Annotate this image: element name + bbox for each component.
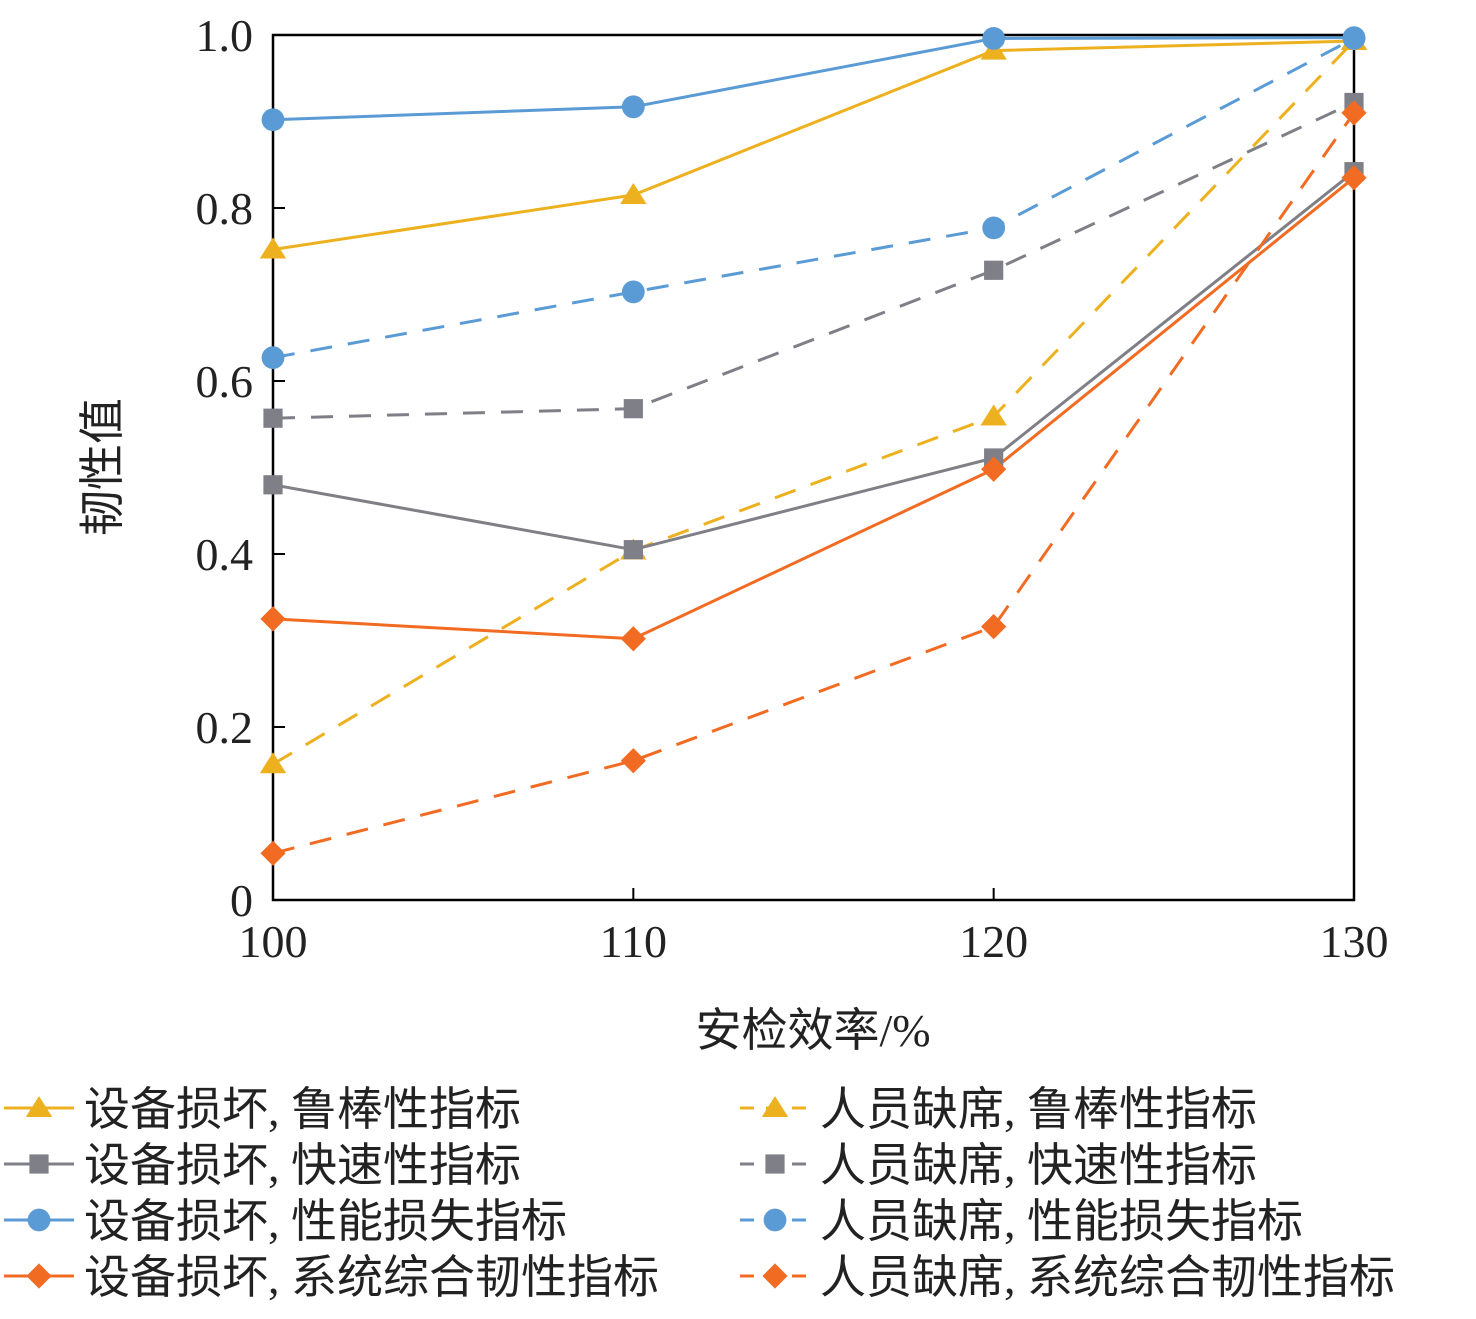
legend-label: 人员缺席, 系统综合韧性指标 — [820, 1252, 1395, 1303]
data-point — [260, 606, 286, 632]
x-tick-label: 110 — [600, 916, 667, 967]
tick-layer: 0 0.2 0.4 0.6 0.8 1.0 100 110 120 130 — [196, 10, 1389, 967]
data-point — [261, 346, 285, 370]
legend-swatch-marker — [762, 1263, 788, 1289]
data-point — [1342, 27, 1366, 50]
legend-label: 设备损坏, 系统综合韧性指标 — [84, 1252, 659, 1303]
legend-swatch-marker — [761, 1096, 789, 1117]
data-point — [623, 399, 643, 419]
y-tick-label: 0.2 — [196, 702, 254, 753]
legend-swatch-marker — [765, 1154, 785, 1174]
y-tick-label: 0.6 — [196, 356, 254, 407]
legend-label: 人员缺席, 性能损失指标 — [820, 1196, 1303, 1247]
x-tick-label: 100 — [239, 916, 308, 967]
data-point — [981, 614, 1007, 640]
legend-swatch-marker — [27, 1208, 51, 1232]
data-point — [1341, 165, 1367, 191]
x-tick-label: 120 — [959, 916, 1028, 967]
data-point — [620, 183, 647, 205]
legend-swatch-marker — [25, 1096, 53, 1117]
series-line — [272, 111, 1356, 855]
data-point — [263, 408, 283, 428]
y-tick-label: 0 — [230, 875, 253, 926]
x-tick-label: 130 — [1320, 916, 1389, 967]
data-point — [982, 27, 1006, 50]
data-point — [260, 840, 286, 866]
data-point — [980, 404, 1007, 426]
y-tick-label: 1.0 — [196, 10, 254, 61]
y-axis-label: 韧性值 — [77, 398, 128, 536]
plot-frame — [271, 33, 1356, 902]
series-line — [272, 101, 1355, 420]
x-axis-label: 安检效率/% — [695, 1005, 930, 1056]
legend-swatch-marker — [29, 1154, 49, 1174]
series-layer — [272, 36, 1356, 855]
data-point — [621, 280, 645, 304]
legend-label: 设备损坏, 快速性指标 — [84, 1140, 521, 1191]
legend-label: 设备损坏, 性能损失指标 — [84, 1196, 567, 1247]
legend-swatch-marker — [26, 1263, 52, 1289]
data-point — [261, 108, 285, 132]
data-point — [1341, 100, 1367, 126]
y-tick-label: 0.8 — [196, 183, 254, 234]
data-point — [984, 260, 1004, 280]
legend-label: 设备损坏, 鲁棒性指标 — [84, 1084, 521, 1135]
data-point — [620, 748, 646, 774]
series-line — [272, 36, 1355, 122]
series-line — [272, 39, 1355, 252]
data-point — [621, 95, 645, 119]
y-tick-label: 0.4 — [196, 529, 254, 580]
series-line — [272, 37, 1355, 360]
data-point — [263, 475, 283, 495]
legend-label: 人员缺席, 鲁棒性指标 — [820, 1084, 1257, 1135]
data-point — [620, 626, 646, 652]
series-line — [272, 170, 1355, 552]
series-line — [272, 176, 1355, 641]
data-point — [623, 540, 643, 560]
data-point — [982, 216, 1006, 240]
marker-layer — [259, 26, 1368, 866]
data-point — [981, 456, 1007, 482]
data-point — [259, 237, 287, 259]
series-line — [272, 40, 1356, 766]
legend-swatch-marker — [763, 1208, 787, 1232]
legend-label: 人员缺席, 快速性指标 — [820, 1140, 1257, 1191]
data-point — [259, 752, 287, 774]
